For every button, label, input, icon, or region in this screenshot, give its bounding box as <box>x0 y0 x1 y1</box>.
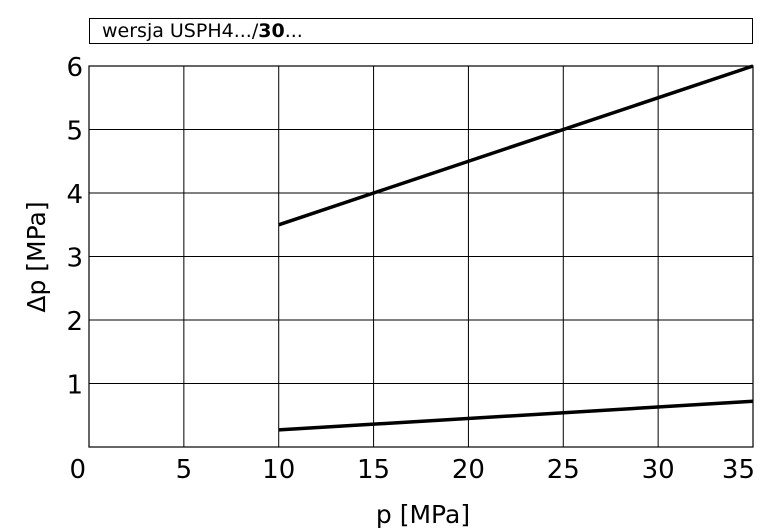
grid <box>88 65 754 448</box>
x-tick-label: 10 <box>262 455 295 485</box>
chart-title: wersja USPH4.../30... <box>102 19 303 44</box>
x-tick-label: 0 <box>69 455 86 485</box>
x-tick-label: 15 <box>357 455 390 485</box>
y-tick-label: 3 <box>66 244 83 274</box>
y-tick-label: 4 <box>66 180 83 210</box>
chart-title-suffix: ... <box>284 20 303 42</box>
x-tick-label: 20 <box>452 455 485 485</box>
chart-title-bold: 30 <box>258 20 285 42</box>
y-tick-label: 6 <box>66 53 83 83</box>
series-layer <box>278 64 754 432</box>
y-tick-label: 5 <box>66 117 83 147</box>
y-tick-label: 1 <box>66 371 83 401</box>
x-tick-label: 5 <box>176 455 193 485</box>
x-axis-label: p [MPa] <box>376 500 470 529</box>
y-axis-label: Δp [MPa] <box>22 201 51 312</box>
series-line-1 <box>278 64 754 227</box>
x-tick-label: 25 <box>547 455 580 485</box>
tick-labels: 0 5 10 15 20 25 30 35 1 2 3 4 5 6 <box>66 53 755 485</box>
x-tick-label: 35 <box>722 455 755 485</box>
x-tick-label: 30 <box>642 455 675 485</box>
chart-title-box: wersja USPH4.../30... <box>89 18 753 44</box>
chart-title-prefix: wersja USPH4.../ <box>102 20 259 42</box>
y-tick-label: 2 <box>66 307 83 337</box>
series-line-2 <box>278 399 754 432</box>
